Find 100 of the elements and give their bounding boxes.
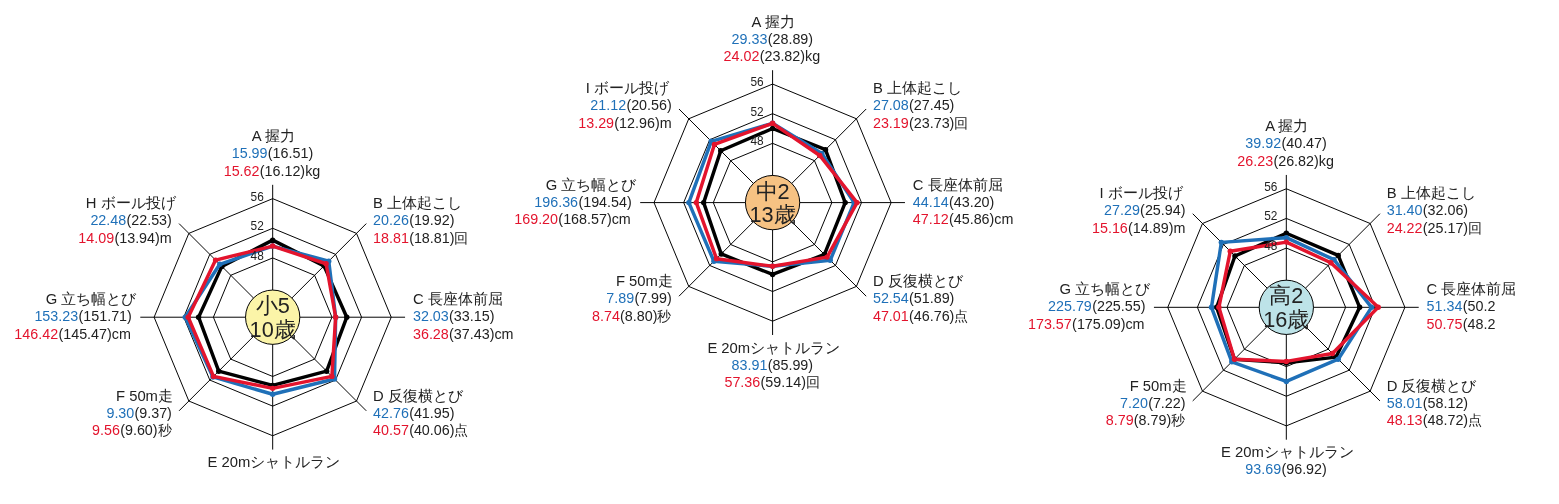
text: 57.36	[724, 374, 761, 391]
text: (48.72)点	[1422, 412, 1483, 429]
spoke-label: A 握力	[251, 128, 295, 145]
spoke-label: D 反復横とび	[872, 273, 964, 290]
text: 7.89	[606, 289, 635, 306]
text: (168.57)cm	[558, 211, 631, 228]
text: 40.57	[373, 422, 409, 439]
text: (43.20)	[948, 193, 995, 210]
text: (8.79)秒	[1133, 412, 1186, 429]
text: (145.47)cm	[58, 325, 131, 342]
text: 8.74	[592, 307, 620, 324]
text: 13.29	[578, 114, 615, 131]
text: 24.02	[723, 48, 760, 65]
text: 44.14	[912, 193, 949, 210]
y-tick-label: 48	[250, 248, 265, 263]
text: (59.14)回	[760, 374, 820, 391]
text: 27.08	[872, 97, 909, 114]
text: (27.45)	[909, 97, 955, 114]
y-tick-label: 52	[250, 219, 264, 234]
text: (23.73)回	[909, 114, 969, 131]
text: (9.37)	[134, 404, 172, 421]
text: 16歳	[1263, 307, 1310, 333]
text: (7.22)	[1148, 394, 1186, 411]
text: (41.95)	[409, 404, 455, 421]
text: (151.71)	[78, 308, 132, 325]
spoke-label: A 握力	[1265, 118, 1309, 135]
y-tick-label: 48	[750, 134, 765, 149]
text: (25.94)	[1140, 201, 1186, 218]
text: 225.79	[1048, 298, 1092, 315]
spoke-label: B 上体起こし	[373, 194, 463, 211]
text: (58.12)	[1422, 394, 1469, 411]
text: (40.06)点	[409, 422, 469, 439]
text: 52.54	[872, 289, 909, 306]
spoke-label: G 立ち幅とび	[45, 291, 138, 308]
text: 51.34	[1426, 298, 1463, 315]
text: 22.48	[90, 211, 127, 228]
spoke-label: G 立ち幅とび	[1059, 281, 1152, 298]
text: 18.81	[373, 229, 409, 246]
text: 7.20	[1120, 394, 1148, 411]
text: 93.69	[1245, 461, 1282, 478]
text: (14.89)m	[1128, 219, 1186, 236]
text: 47.12	[912, 211, 949, 228]
text: 15.62	[223, 162, 260, 179]
text: (16.51)	[267, 145, 314, 162]
text: (8.80)秒	[620, 307, 672, 324]
text: 13歳	[749, 202, 796, 228]
spoke-label: F 50m走	[1129, 377, 1187, 394]
text: (7.99)	[634, 289, 672, 306]
text: 26.23	[1237, 153, 1274, 170]
y-tick-label: 56	[1264, 179, 1278, 194]
text: (175.09)cm	[1072, 316, 1145, 333]
text: (12.96)m	[614, 114, 672, 131]
spoke-label: D 反復横とび	[373, 387, 464, 404]
text: (50.2	[1462, 298, 1496, 315]
text: 146.42	[14, 325, 59, 342]
text: 8.79	[1105, 412, 1134, 429]
text: (13.94)m	[114, 229, 172, 246]
text: (85.99)	[767, 356, 814, 373]
text: 29.33	[731, 30, 768, 47]
spoke-label: B 上体起こし	[1386, 185, 1476, 202]
text: 83.91	[731, 356, 768, 373]
spoke-label: C 長座体前屈	[912, 176, 1003, 193]
text: 中2	[755, 178, 790, 204]
text: 23.19	[872, 114, 909, 131]
spoke-label: E 20mシャトルラン	[707, 339, 841, 356]
text: (46.76)点	[909, 307, 969, 324]
text: 196.36	[534, 193, 579, 210]
text: (40.47)	[1281, 135, 1327, 152]
spoke-label: I ボール投げ	[585, 80, 670, 97]
text: (18.81)回	[409, 229, 469, 246]
text: 9.30	[106, 404, 135, 421]
text: (23.82)kg	[759, 48, 821, 65]
text: (51.89)	[909, 289, 955, 306]
text: (37.43)cm	[449, 325, 514, 342]
spoke-label: G 立ち幅とび	[545, 176, 638, 193]
text: 24.22	[1386, 219, 1423, 236]
text: 21.12	[590, 97, 627, 114]
spoke-label: F 50m走	[615, 273, 673, 290]
text: 小5	[255, 293, 290, 319]
text: 47.01	[872, 307, 909, 324]
text: (16.12)kg	[259, 162, 321, 179]
text: (28.89)	[767, 30, 814, 47]
spoke-label: C 長座体前屈	[1426, 281, 1517, 298]
spoke-label: E 20mシャトルラン	[1221, 444, 1354, 461]
text: 10歳	[249, 316, 296, 342]
text: (194.54)	[578, 193, 632, 210]
text: 31.40	[1386, 201, 1423, 218]
text: 36.28	[412, 325, 449, 342]
spoke-label: A 握力	[751, 13, 795, 30]
text: 27.29	[1104, 201, 1140, 218]
text: (22.53)	[126, 211, 172, 228]
text: 169.20	[514, 211, 559, 228]
y-tick-label: 52	[750, 104, 764, 119]
spoke-label: B 上体起こし	[872, 80, 962, 97]
y-tick-label: 56	[750, 75, 765, 90]
text: (9.60)秒	[120, 422, 172, 439]
text: 58.01	[1386, 394, 1423, 411]
text: 15.16	[1091, 219, 1128, 236]
spoke-label: E 20mシャトルラン	[207, 454, 341, 471]
text: 50.75	[1426, 316, 1463, 333]
